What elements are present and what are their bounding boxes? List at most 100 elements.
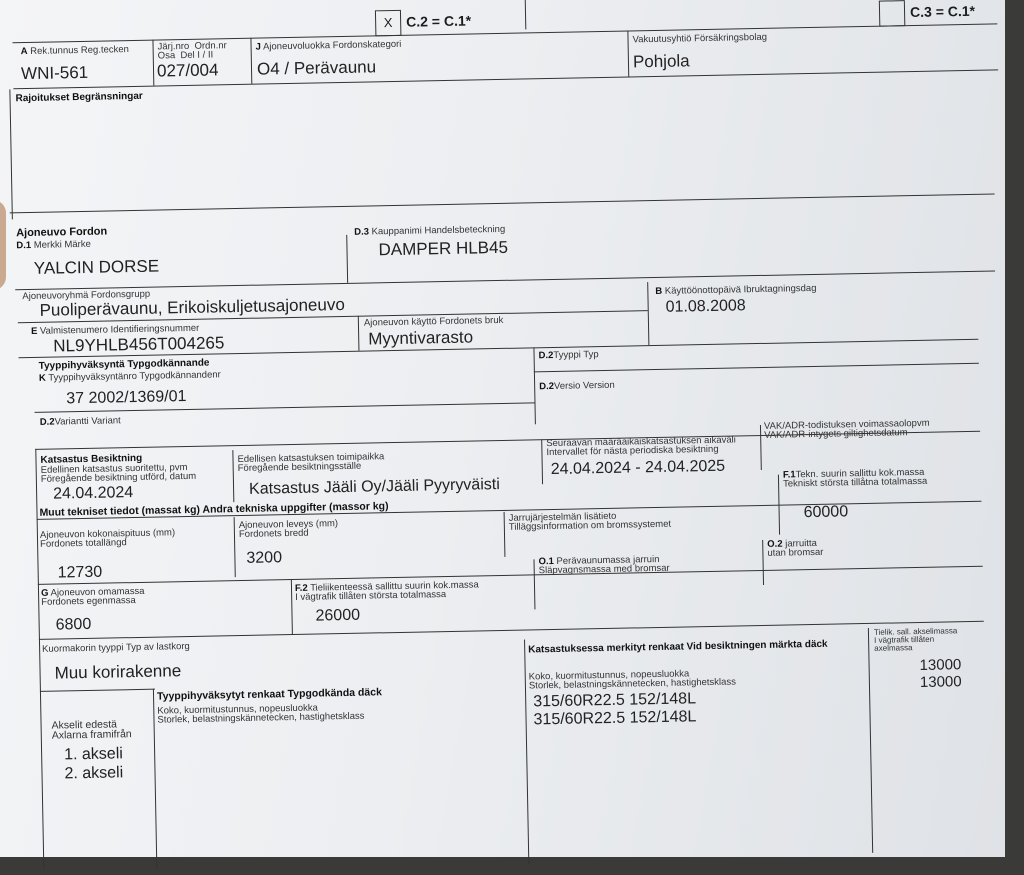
k-label-text: Tyyppihyväksyntänro Typgodkännandenr: [48, 369, 221, 384]
divider: [15, 270, 996, 291]
vehicle-heading: Ajoneuvo Fordon: [16, 225, 108, 240]
date-label-text: Käyttöönottopäivä Ibruktagningsdag: [664, 282, 817, 297]
last-inspection-value: 24.04.2024: [52, 484, 134, 503]
registration-certificate-paper: [0, 0, 1005, 857]
use-label: Ajoneuvon käyttö Fordonets bruk: [363, 314, 504, 329]
make-code: D.1: [16, 239, 32, 252]
axle-mass-label: Tielik. sall. akselimassa I vägtrafik ti…: [873, 626, 958, 653]
brake-info-label: Jarrujärjestelmän lisätieto Tilläggsinfo…: [508, 510, 672, 533]
divider: [533, 559, 536, 610]
divider: [533, 347, 536, 425]
reg-label: A Rek.tunnus Reg.tecken: [20, 44, 130, 58]
thumb: [0, 200, 6, 290]
k-code: K: [38, 372, 46, 384]
variant-label: D.2Variantti Variant: [39, 415, 121, 428]
divider: [533, 362, 979, 373]
form-left-border: [9, 89, 13, 220]
trade-label-text: Kauppanimi Handelsbeteckning: [371, 223, 506, 238]
class-value: O4 / Perävaunu: [256, 57, 377, 79]
divider: [37, 565, 983, 585]
f2-value: 26000: [315, 606, 361, 625]
body-type-label: Kuormakorin tyyppi Typ av lastkorg: [42, 640, 190, 655]
make-value: YALCIN DORSE: [33, 256, 160, 278]
trade-code: D.3: [354, 226, 370, 238]
k-label: K Tyyppihyväksyntänro Typgodkännandenr: [38, 369, 221, 384]
divider: [250, 37, 253, 84]
adr-label: VAK/ADR-todistuksen voimassaolopvm VAK/A…: [763, 417, 930, 441]
use-value: Myyntivarasto: [368, 327, 474, 349]
divider: [503, 511, 506, 557]
variant-label-text: Variantti Variant: [54, 415, 121, 428]
length-label: Ajoneuvon kokonaispituus (mm) Fordonets …: [39, 527, 176, 550]
divider: [152, 39, 155, 86]
last-inspection-label: Edellinen katsastus suoritettu, pvm Före…: [40, 462, 197, 485]
divider: [762, 539, 765, 585]
f2-label: F.2 Tieliikenteessä sallittu suurin kok.…: [295, 579, 479, 603]
divider: [647, 282, 650, 346]
g-value: 6800: [55, 615, 92, 634]
divider: [867, 627, 874, 853]
insurer-value: Pohjola: [632, 51, 690, 72]
divider: [627, 30, 630, 77]
divider: [12, 23, 998, 44]
type-label-text: Tyyppi Typ: [553, 349, 599, 361]
axles-label: Akselit edestä Axlarna framifrån: [51, 718, 132, 742]
place-label: Edellisen katsastuksen toimipaikka Föreg…: [237, 451, 385, 475]
g-label-text: Ajoneuvon omamassa Fordonets egenmassa: [41, 585, 145, 608]
length-value: 12730: [57, 563, 103, 582]
k-value: 37 2002/1369/01: [66, 388, 187, 408]
c2-checkbox[interactable]: X: [374, 9, 402, 37]
ord-label: Järj.nro Ordn.nr Osa Del I / II: [157, 40, 227, 62]
marked-tyres-label: Koko, kuormitustunnus, nopeusluokka Stor…: [528, 668, 737, 692]
date-code: B: [655, 285, 663, 297]
divider: [524, 0, 527, 30]
type-code: D.2: [538, 349, 554, 362]
axle-mass-1: 13000: [919, 656, 962, 674]
divider: [38, 620, 984, 640]
f1-label-text: Tekn. suurin sallittu kok.massa Tekniskt…: [782, 466, 928, 490]
marked-tyres-heading: Katsastuksessa merkityt renkaat Vid besi…: [528, 638, 828, 656]
o2-label: O.2 jarruitta utan bromsar: [767, 538, 823, 559]
class-label-text: Ajoneuvoluokka Fordonskategori: [262, 38, 402, 53]
g-label: G Ajoneuvon omamassa Fordonets egenmassa: [41, 585, 145, 608]
c2-label: C.2 = C.1*: [405, 12, 472, 30]
make-label-text: Merkki Märke: [33, 238, 91, 251]
trade-label: D.3 Kauppanimi Handelsbeteckning: [354, 223, 506, 238]
place-value: Katsastus Jääli Oy/Jääli Pyyryväisti: [248, 476, 500, 498]
width-label: Ajoneuvon leveys (mm) Fordonets bredd: [238, 518, 339, 541]
divider: [9, 193, 995, 214]
o1-label-text: Perävaunumassa jarruin Släpvagnsmassa me…: [538, 553, 670, 577]
class-code: J: [255, 41, 262, 53]
reg-value: WNI-561: [20, 62, 89, 84]
variant-code: D.2: [39, 416, 55, 428]
restrictions-label: Rajoitukset Begränsningar: [15, 90, 143, 105]
f2-label-text: Tieliikenteessä sallittu suurin kok.mass…: [295, 579, 479, 603]
reg-code: A: [20, 46, 28, 58]
ord-value: 027/004: [156, 60, 219, 81]
vin-code: E: [30, 325, 38, 337]
next-inspection-label: Seuraavan määräaikaiskatsastuksen aikavä…: [546, 434, 736, 459]
c3-label: C.3 = C.1*: [909, 2, 976, 21]
divider: [541, 439, 544, 485]
reg-label-text: Rek.tunnus Reg.tecken: [30, 44, 130, 57]
next-inspection-value: 24.04.2024 - 24.04.2025: [550, 457, 726, 479]
divider: [233, 517, 236, 578]
divider: [290, 579, 293, 635]
body-type-value: Muu korirakenne: [54, 661, 182, 683]
divider: [357, 315, 360, 351]
axle-1: 1. akseli: [63, 745, 124, 764]
c3-checkbox[interactable]: [878, 0, 906, 27]
divider: [346, 234, 349, 283]
axle-mass-2: 13000: [919, 673, 962, 691]
version-label-text: Versio Version: [553, 379, 615, 392]
date-value: 01.08.2008: [665, 297, 746, 316]
type-label: D.2Tyyppi Typ: [538, 349, 599, 362]
o1-label: O.1 Perävaunumassa jarruin Släpvagnsmass…: [538, 553, 670, 577]
marked-tyre-2: 315/60R22.5 152/148L: [533, 708, 697, 729]
divider: [759, 424, 762, 471]
date-label: B Käyttöönottopäivä Ibruktagningsdag: [655, 282, 817, 297]
axle-2: 2. akseli: [64, 764, 124, 783]
divider: [232, 450, 235, 503]
trade-value: DAMPER HLB45: [378, 237, 509, 260]
